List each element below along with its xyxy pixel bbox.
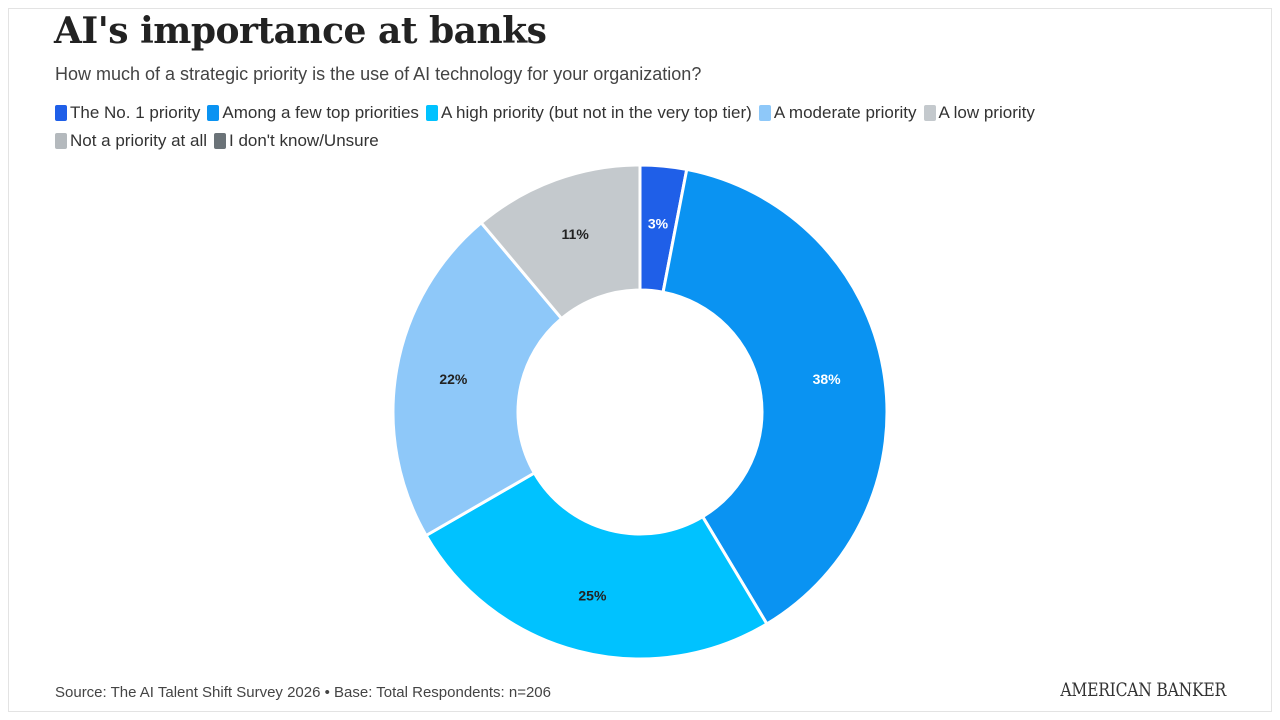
legend-item-low-priority: A low priority [923,103,1035,123]
legend-item-no1-priority: The No. 1 priority [55,103,200,123]
legend-label: Not a priority at all [70,131,207,150]
legend-item-few-top-priorities: Among a few top priorities [207,103,419,123]
donut-data-label-4: 11% [562,226,590,242]
donut-data-label-0: 3% [648,215,669,231]
legend-swatch [55,105,67,121]
american-banker-logo: AMERICAN BANKER [1060,679,1226,701]
legend-swatch [207,105,220,121]
chart-subtitle: How much of a strategic priority is the … [55,64,702,84]
legend-label: I don't know/Unsure [229,131,379,150]
legend-label: The No. 1 priority [70,103,201,122]
legend-swatch [923,105,936,121]
chart-frame [8,8,1272,712]
legend-label: A low priority [938,103,1035,122]
chart-title: AI's importance at banks [54,10,547,52]
legend-swatch [214,133,226,149]
legend-swatch [758,105,771,121]
legend-label: A high priority (but not in the very top… [440,103,752,122]
donut-slice-2 [424,470,769,661]
donut-slice-4 [479,163,642,321]
legend-item-unsure: I don't know/Unsure [214,131,379,151]
legend-item-not-a-priority: Not a priority at all [55,131,207,151]
donut-slice-3 [391,220,564,538]
legend-item-high-priority: A high priority (but not in the very top… [425,103,752,123]
legend-swatch [55,133,67,149]
donut-data-label-3: 22% [439,371,468,387]
donut-data-label-1: 38% [813,371,842,387]
donut-slice-1 [661,167,889,626]
legend-item-moderate-priority: A moderate priority [758,103,917,123]
source-note: Source: The AI Talent Shift Survey 2026 … [55,684,551,701]
legend: The No. 1 priority Among a few top prior… [55,103,1155,151]
legend-label: Among a few top priorities [222,103,419,122]
legend-label: A moderate priority [773,103,917,122]
donut-data-label-2: 25% [578,587,607,603]
legend-swatch [425,105,438,121]
